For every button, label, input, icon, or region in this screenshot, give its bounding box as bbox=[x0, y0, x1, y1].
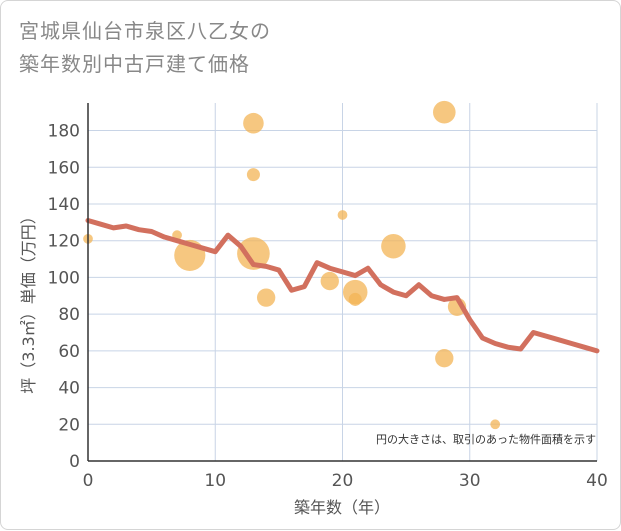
y-tick-label-6: 120 bbox=[48, 232, 80, 252]
y-tick-label-1: 20 bbox=[58, 415, 80, 435]
bubble-point-7 bbox=[320, 271, 339, 291]
x-tick-label-0: 0 bbox=[83, 471, 94, 491]
y-tick-label-9: 180 bbox=[48, 122, 80, 142]
tick-labels: 0 20 40 60 80 100 120 140 160 180 0 10 20 30 40 bbox=[48, 122, 608, 491]
x-tick-label-3: 30 bbox=[459, 471, 481, 491]
bubble-point-3 bbox=[243, 112, 264, 134]
x-axis-label: 築年数（年） bbox=[294, 498, 390, 517]
bubble-series bbox=[83, 100, 501, 430]
bubble-point-10 bbox=[348, 292, 362, 306]
bubble-point-11 bbox=[381, 233, 406, 259]
bubble-point-8 bbox=[337, 210, 348, 220]
x-tick-label-2: 20 bbox=[332, 471, 354, 491]
trend-line bbox=[85, 217, 600, 354]
x-tick-label-4: 40 bbox=[586, 471, 608, 491]
bubble-point-4 bbox=[246, 168, 260, 182]
y-tick-label-3: 60 bbox=[58, 342, 80, 362]
trend-series bbox=[85, 217, 600, 354]
x-tick-label-1: 10 bbox=[204, 471, 226, 491]
grid-lines bbox=[88, 103, 598, 461]
bubble-point-12 bbox=[433, 100, 456, 124]
bubble-point-6 bbox=[256, 288, 276, 307]
y-tick-label-4: 80 bbox=[58, 305, 80, 325]
chart-title: 宮城県仙台市泉区八乙女の 築年数別中古戸建て価格 bbox=[19, 15, 271, 81]
y-tick-label-7: 140 bbox=[48, 195, 80, 215]
chart-title-line-2: 築年数別中古戸建て価格 bbox=[19, 52, 250, 76]
y-tick-label-2: 40 bbox=[58, 379, 80, 399]
bubble-point-15 bbox=[490, 419, 501, 430]
axes bbox=[87, 103, 597, 462]
y-axis-label: 坪（3.3㎡）単価（万円） bbox=[19, 208, 38, 393]
chart-title-line-1: 宮城県仙台市泉区八乙女の bbox=[19, 19, 271, 43]
bubble-point-13 bbox=[435, 349, 454, 368]
y-tick-label-8: 160 bbox=[48, 158, 80, 178]
chart-note: 円の大きさは、取引のあった物件面積を示す bbox=[376, 432, 596, 446]
y-tick-label-5: 100 bbox=[48, 268, 80, 288]
y-tick-label-0: 0 bbox=[69, 452, 80, 472]
bubble-point-5 bbox=[237, 237, 270, 270]
